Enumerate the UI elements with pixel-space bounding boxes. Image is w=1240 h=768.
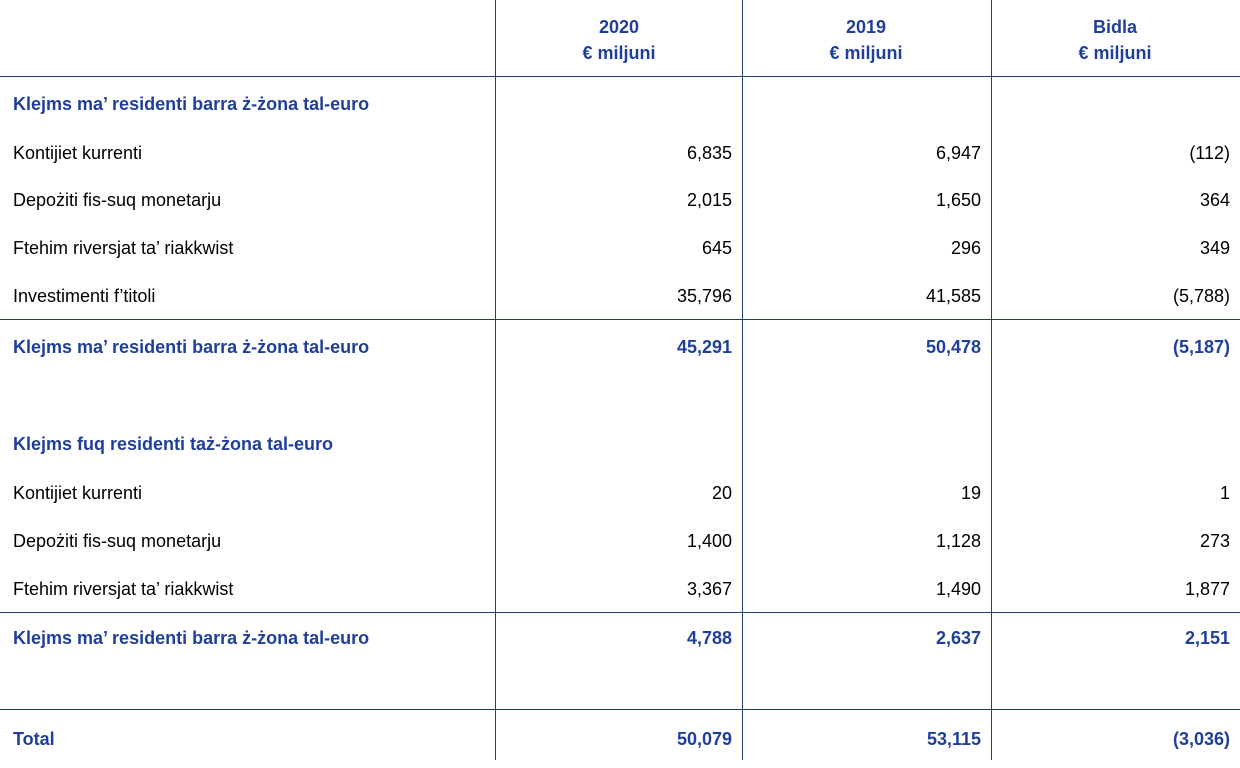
section2-total-divider bbox=[0, 612, 1240, 613]
row-label: Ftehim riversjat ta’ riakkwist bbox=[13, 238, 234, 258]
row-label: Ftehim riversjat ta’ riakkwist bbox=[13, 579, 234, 599]
section1-total-label: Klejms ma’ residenti barra ż-żona tal-eu… bbox=[13, 337, 370, 357]
grand-total-2020: 50,079 bbox=[676, 729, 732, 749]
header-col-change: Bidla € miljuni bbox=[992, 14, 1238, 66]
row-value-2019: 1,650 bbox=[935, 190, 981, 210]
row-value-change: 1,877 bbox=[1184, 579, 1230, 599]
grand-total-change: (3,036) bbox=[1172, 729, 1230, 749]
row-value-change: 364 bbox=[1199, 190, 1230, 210]
grand-total-divider bbox=[0, 709, 1240, 710]
section2-total-2019: 2,637 bbox=[935, 628, 981, 648]
grand-total-2019: 53,115 bbox=[926, 729, 981, 749]
row-label: Depożiti fis-suq monetarju bbox=[13, 190, 222, 210]
section1-total-divider bbox=[0, 319, 1240, 320]
row-value-2020: 20 bbox=[711, 483, 732, 503]
row-value-change: (112) bbox=[1189, 143, 1230, 163]
section2-total-label: Klejms ma’ residenti barra ż-żona tal-eu… bbox=[13, 628, 370, 648]
grand-total-label: Total bbox=[13, 729, 55, 749]
header-unit-2019: € miljuni bbox=[829, 43, 903, 63]
row-value-2020: 6,835 bbox=[686, 143, 732, 163]
column-divider-2 bbox=[742, 0, 743, 760]
header-year-2020: 2020 bbox=[598, 17, 640, 37]
row-value-2020: 35,796 bbox=[676, 286, 732, 306]
row-value-2020: 2,015 bbox=[686, 190, 732, 210]
header-col-2019: 2019 € miljuni bbox=[743, 14, 989, 66]
row-value-2019: 1,490 bbox=[935, 579, 981, 599]
row-value-2019: 19 bbox=[960, 483, 981, 503]
section1-total-2020: 45,291 bbox=[676, 337, 732, 357]
section1-title: Klejms ma’ residenti barra ż-żona tal-eu… bbox=[13, 94, 370, 114]
row-label: Investimenti f’titoli bbox=[13, 286, 156, 306]
row-value-2019: 41,585 bbox=[925, 286, 981, 306]
row-value-change: (5,788) bbox=[1172, 286, 1230, 306]
header-unit-2020: € miljuni bbox=[582, 43, 656, 63]
section1-total-2019: 50,478 bbox=[925, 337, 981, 357]
row-value-change: 349 bbox=[1199, 238, 1230, 258]
header-col-2020: 2020 € miljuni bbox=[496, 14, 742, 66]
row-value-2019: 6,947 bbox=[935, 143, 981, 163]
header-year-change: Bidla bbox=[1092, 17, 1137, 37]
row-value-2019: 1,128 bbox=[935, 531, 981, 551]
header-unit-change: € miljuni bbox=[1078, 43, 1152, 63]
row-label: Kontijiet kurrenti bbox=[13, 143, 143, 163]
column-divider-3 bbox=[991, 0, 992, 760]
section2-total-change: 2,151 bbox=[1184, 628, 1230, 648]
section2-total-2020: 4,788 bbox=[686, 628, 732, 648]
section1-total-change: (5,187) bbox=[1172, 337, 1230, 357]
row-value-2019: 296 bbox=[950, 238, 981, 258]
row-value-2020: 645 bbox=[701, 238, 732, 258]
row-value-change: 1 bbox=[1219, 483, 1230, 503]
row-value-change: 273 bbox=[1199, 531, 1230, 551]
row-value-2020: 3,367 bbox=[686, 579, 732, 599]
header-divider bbox=[0, 76, 1240, 77]
row-label: Kontijiet kurrenti bbox=[13, 483, 143, 503]
row-label: Depożiti fis-suq monetarju bbox=[13, 531, 222, 551]
header-year-2019: 2019 bbox=[845, 17, 887, 37]
section2-title: Klejms fuq residenti taż-żona tal-euro bbox=[13, 434, 334, 454]
column-divider-1 bbox=[495, 0, 496, 760]
row-value-2020: 1,400 bbox=[686, 531, 732, 551]
